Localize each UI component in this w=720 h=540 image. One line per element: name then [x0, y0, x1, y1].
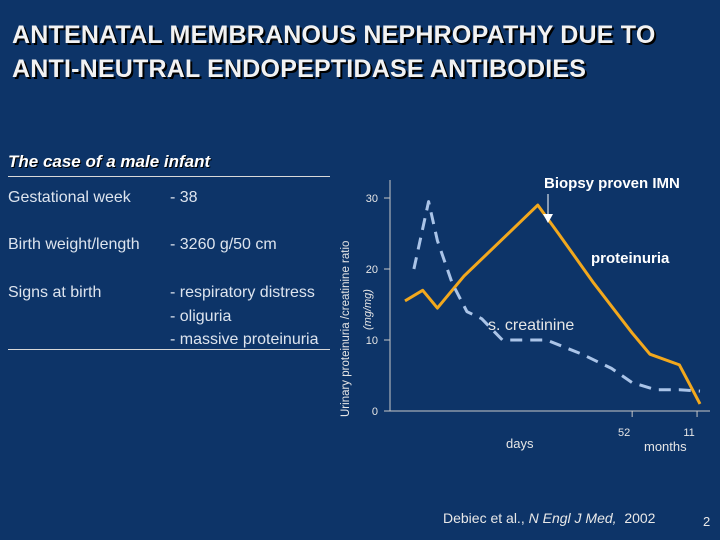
- chart-series: [404, 200, 702, 405]
- title-line-1: ANTENATAL MEMBRANOUS NEPHROPATHY DUE TO: [12, 21, 656, 49]
- series-line-proteinuria: [404, 203, 702, 405]
- source-citation: Debiec et al., N Engl J Med, 2002: [443, 510, 655, 526]
- case-heading: The case of a male infant: [8, 152, 211, 171]
- case-label-birth-weight: Birth weight/length: [8, 236, 140, 253]
- series-label-proteinuria: proteinuria: [591, 250, 670, 267]
- source-journal: N Engl J Med,: [528, 510, 617, 526]
- case-value-gestational-week: - 38: [170, 189, 198, 206]
- case-value-birth-weight: - 3260 g/50 cm: [170, 236, 277, 253]
- case-value-respiratory-distress: - respiratory distress: [170, 284, 315, 301]
- y-tick-label-20: 20: [366, 264, 378, 276]
- series-label-creatinine: s. creatinine: [488, 317, 574, 334]
- source-authors: Debiec et al.,: [443, 510, 529, 526]
- y-tick-label-0: 0: [372, 406, 378, 418]
- chart-y-ticks: 0 10 20 30: [366, 193, 390, 418]
- case-label-gestational-week: Gestational week: [8, 189, 131, 206]
- biopsy-annotation: Biopsy proven IMN: [544, 175, 680, 192]
- source-year: 2002: [616, 510, 656, 526]
- case-top-rule: [8, 176, 330, 177]
- slide-title: ANTENATAL MEMBRANOUS NEPHROPATHY DUE TO …: [12, 18, 655, 86]
- case-bottom-rule: [8, 349, 330, 350]
- chart-x-label-days: days: [506, 436, 534, 451]
- x-tick-label-52: 52: [618, 427, 630, 439]
- case-value-oliguria: - oliguria: [170, 308, 232, 325]
- title-line-2: ANTI-NEUTRAL ENDOPEPTIDASE ANTIBODIES: [12, 55, 587, 83]
- case-value-massive-proteinuria: - massive proteinuria: [170, 331, 319, 348]
- y-tick-label-30: 30: [366, 193, 378, 205]
- chart-x-label-months: months: [644, 439, 687, 454]
- chart-x-ticks: 52 11: [618, 411, 698, 439]
- y-tick-label-10: 10: [366, 335, 378, 347]
- biopsy-arrow-icon: [543, 214, 553, 223]
- x-tick-label-11: 11: [683, 427, 694, 439]
- page-number: 2: [703, 514, 711, 529]
- case-label-signs-at-birth: Signs at birth: [8, 284, 102, 301]
